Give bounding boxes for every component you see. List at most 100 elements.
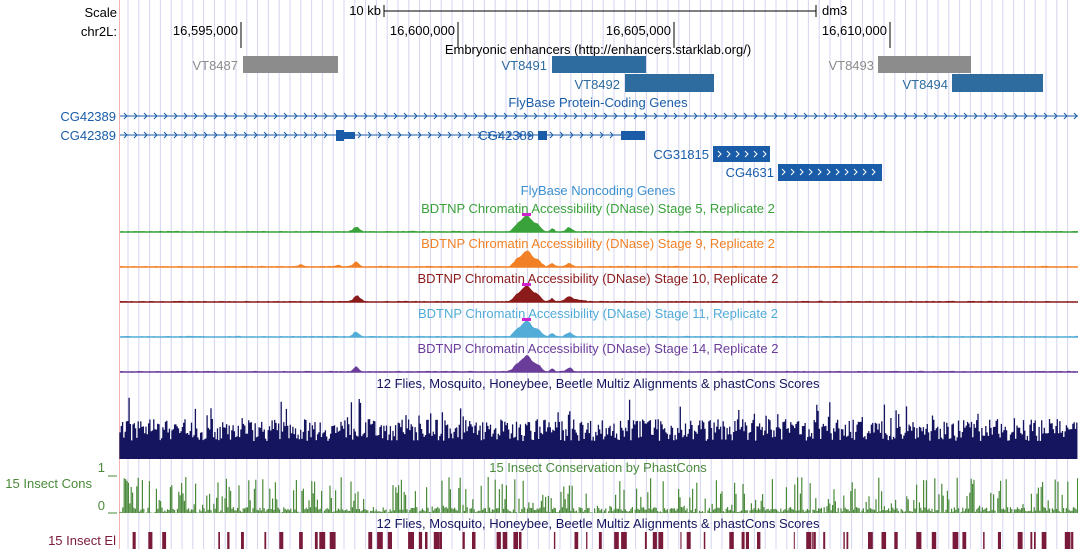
exon-chevrons: [717, 150, 767, 158]
assembly-label: dm3: [822, 3, 847, 18]
dnase-peak-marker: [522, 283, 531, 286]
conserved-element: [806, 532, 812, 549]
dnase-signal: [120, 250, 1078, 268]
gene-side-label[interactable]: CG42389: [60, 128, 116, 143]
conserved-element: [823, 532, 826, 549]
conserved-element: [418, 532, 423, 549]
chevron-marks: [123, 131, 328, 139]
conserved-element: [368, 532, 373, 549]
conserved-element: [264, 532, 267, 549]
dnase-track-title[interactable]: BDTNP Chromatin Accessibility (DNase) St…: [417, 341, 778, 356]
enhancers-track-title[interactable]: Embryonic enhancers (http://enhancers.st…: [445, 42, 751, 57]
dnase-signal: [120, 213, 1078, 233]
gene-label[interactable]: CG31815: [653, 147, 709, 162]
conserved-element: [319, 532, 326, 549]
insect-cons-bars: [119, 477, 1078, 513]
multiz-bars: [119, 397, 1078, 459]
dnase-track-title[interactable]: BDTNP Chromatin Accessibility (DNase) St…: [421, 201, 775, 216]
position-label: 16,610,000: [822, 23, 887, 38]
conserved-element: [741, 532, 745, 549]
chevron-marks: [357, 131, 532, 139]
chevron-marks: [549, 131, 614, 139]
insect-el-side-label[interactable]: 15 Insect El: [48, 533, 116, 548]
conserved-element: [652, 532, 657, 549]
enhancer-item[interactable]: VT8492: [574, 74, 714, 92]
insect-cons-side-label[interactable]: 15 Insect Cons: [5, 476, 92, 491]
conserved-element: [1064, 532, 1071, 549]
intron-chevrons: [123, 112, 1078, 120]
conserved-element: [472, 532, 476, 549]
insect-el-title[interactable]: 12 Flies, Mosquito, Honeybee, Beetle Mul…: [377, 516, 820, 531]
gene-exon[interactable]: [621, 131, 645, 140]
dnase-signal: [120, 355, 1078, 373]
conserved-element: [425, 532, 428, 549]
dnase-area: [120, 285, 1078, 302]
gene-block[interactable]: [713, 146, 770, 162]
chrom-label: chr2L:: [81, 24, 117, 39]
enhancer-item[interactable]: VT8491: [501, 56, 646, 73]
dnase-track-title[interactable]: BDTNP Chromatin Accessibility (DNase) St…: [418, 306, 778, 321]
dnase-area: [120, 320, 1078, 337]
chevron-marks: [781, 168, 876, 176]
conserved-element: [227, 532, 230, 549]
multiz-title[interactable]: 12 Flies, Mosquito, Honeybee, Beetle Mul…: [377, 376, 820, 391]
conserved-element: [1017, 532, 1023, 549]
gene-label[interactable]: CG4631: [726, 165, 774, 180]
enhancer-block: [552, 56, 646, 73]
conserved-element: [462, 532, 465, 549]
conserved-element: [218, 532, 220, 549]
insect-cons-track: 15 Insect Conservation by PhastCons 15 I…: [5, 460, 1078, 514]
conserved-element: [553, 532, 556, 549]
dnase-peak-marker: [522, 213, 531, 216]
conserved-element: [377, 532, 383, 549]
conserved-element: [598, 532, 602, 549]
conserved-element: [408, 532, 414, 549]
flybase-noncoding-title[interactable]: FlyBase Noncoding Genes: [521, 183, 676, 198]
enhancer-item[interactable]: VT8493: [828, 56, 971, 73]
conserved-element: [644, 532, 647, 549]
conserved-element: [997, 532, 1001, 549]
dnase-track-title[interactable]: BDTNP Chromatin Accessibility (DNase) St…: [421, 236, 775, 251]
conserved-element: [812, 532, 814, 549]
conserved-element: [162, 532, 167, 549]
conserved-element: [279, 532, 284, 549]
dnase-area: [120, 215, 1078, 232]
conserved-element: [502, 532, 508, 549]
scale-label: Scale: [84, 5, 117, 20]
enhancer-label: VT8487: [192, 58, 238, 73]
position-label: 16,600,000: [390, 23, 455, 38]
insect-cons-signal: [119, 477, 1078, 513]
conserved-element: [729, 532, 734, 549]
gene-exon[interactable]: [538, 131, 547, 140]
flybase-coding-title[interactable]: FlyBase Protein-Coding Genes: [508, 95, 688, 110]
insect-el-elements: [132, 532, 1074, 549]
enhancer-item[interactable]: VT8494: [902, 74, 1043, 92]
enhancer-block: [243, 56, 338, 73]
dnase-area: [120, 355, 1078, 372]
gene-side-label[interactable]: CG42389: [60, 109, 116, 124]
multiz-signal: [119, 397, 1078, 459]
insect-cons-title[interactable]: 15 Insect Conservation by PhastCons: [489, 460, 707, 475]
enhancer-item[interactable]: VT8487: [192, 56, 338, 73]
enhancer-label: VT8491: [501, 58, 547, 73]
enhancers-track: Embryonic enhancers (http://enhancers.st…: [192, 42, 1043, 92]
conserved-element: [614, 532, 619, 549]
gene-label[interactable]: CG42389: [478, 128, 534, 143]
dnase-tracks: BDTNP Chromatin Accessibility (DNase) St…: [120, 201, 1078, 373]
conserved-element: [931, 532, 937, 549]
gene-exon[interactable]: [336, 130, 344, 141]
conserved-element: [894, 532, 898, 549]
conserved-element: [962, 532, 967, 549]
enhancer-label: VT8493: [828, 58, 874, 73]
dnase-track-title[interactable]: BDTNP Chromatin Accessibility (DNase) St…: [417, 271, 778, 286]
enhancer-block: [878, 56, 971, 73]
conserved-element: [843, 532, 845, 549]
conserved-element: [658, 532, 664, 549]
dnase-signal: [120, 283, 1078, 303]
conserved-element: [148, 532, 153, 549]
gene-exon[interactable]: [344, 132, 355, 139]
insect-el-track: 12 Flies, Mosquito, Honeybee, Beetle Mul…: [48, 516, 1074, 549]
conserved-element: [680, 532, 682, 549]
conserved-element: [745, 532, 749, 549]
